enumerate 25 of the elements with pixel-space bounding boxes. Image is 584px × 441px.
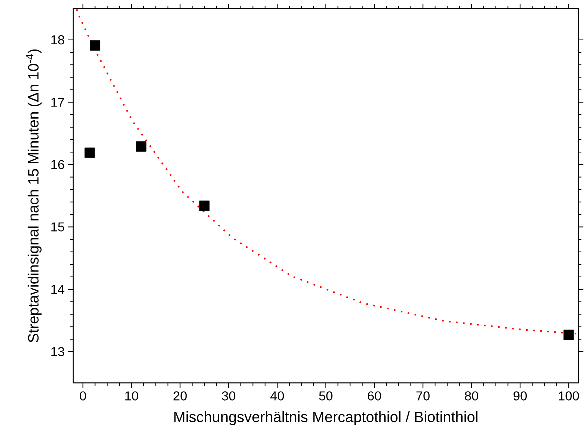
x-axis-title: Mischungsverhältnis Mercaptothiol / Biotinthiol bbox=[174, 412, 478, 426]
y-tick-label: 17 bbox=[52, 98, 64, 108]
x-tick-label: 50 bbox=[319, 392, 333, 401]
x-tick-label: 80 bbox=[465, 392, 478, 401]
x-tick-label: 90 bbox=[514, 392, 528, 401]
x-tick-label: 100 bbox=[559, 392, 580, 401]
point bbox=[84, 148, 96, 158]
point bbox=[564, 330, 574, 340]
y-tick-label: 13 bbox=[52, 348, 64, 357]
line-series bbox=[76, 8, 578, 335]
point bbox=[199, 200, 210, 212]
point bbox=[90, 40, 100, 52]
x-tick-label: 30 bbox=[222, 392, 236, 401]
x-tick-label: 10 bbox=[126, 392, 138, 401]
x-tick-label: 70 bbox=[416, 392, 430, 401]
y-axis-title: Streptavidinsignal nach 15 Minuten (Δn 10$^{-4}$) bbox=[26, 50, 42, 343]
y-tick-label: 16 bbox=[52, 160, 64, 170]
x-tick-label: 60 bbox=[368, 392, 382, 401]
y-tick-label: 18 bbox=[52, 36, 64, 45]
x-tick-label: 20 bbox=[174, 392, 187, 401]
y-tick-label: 14 bbox=[52, 285, 65, 294]
x-tick-label: 0 bbox=[80, 392, 86, 401]
y-tick-label: 15 bbox=[52, 222, 64, 232]
x-tick-label: 40 bbox=[270, 392, 284, 401]
point bbox=[136, 142, 147, 152]
